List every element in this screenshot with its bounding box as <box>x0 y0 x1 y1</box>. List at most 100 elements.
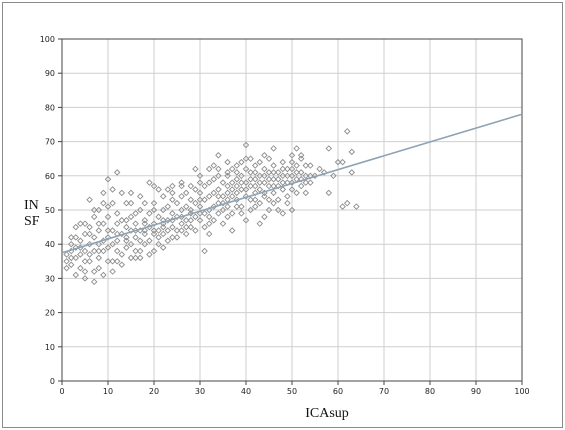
data-point <box>104 203 112 210</box>
data-point <box>113 258 121 265</box>
data-point <box>325 145 333 152</box>
data-point <box>196 189 204 197</box>
data-point <box>288 179 296 186</box>
data-point <box>178 227 185 234</box>
data-point <box>228 193 236 200</box>
data-point <box>256 220 264 227</box>
data-point <box>320 169 328 176</box>
data-point <box>192 213 199 221</box>
data-point <box>228 186 236 193</box>
data-point <box>215 193 222 200</box>
data-point <box>196 172 204 180</box>
data-point <box>192 227 199 234</box>
scatter-chart: 0 10 20 30 40 50 60 70 80 90 100 0 10 20 30 40 50 60 70 80 9… <box>24 35 530 421</box>
data-point <box>155 213 162 221</box>
data-point <box>302 179 310 186</box>
data-point <box>233 169 241 176</box>
data-point <box>265 175 273 183</box>
data-point <box>81 258 89 265</box>
data-point <box>169 234 176 241</box>
data-point <box>261 165 268 173</box>
data-point <box>81 268 89 275</box>
data-point <box>63 264 70 272</box>
data-point <box>77 237 84 245</box>
data-point <box>100 247 107 255</box>
data-point <box>164 217 172 224</box>
x-tick-label: 70 <box>379 387 389 396</box>
data-point <box>251 196 259 203</box>
data-point <box>274 169 282 176</box>
data-point <box>307 162 314 169</box>
data-point <box>123 237 130 245</box>
data-point <box>90 247 98 255</box>
data-point <box>297 175 305 183</box>
data-point <box>86 230 93 238</box>
data-point <box>182 230 190 238</box>
data-point <box>228 210 236 217</box>
data-point <box>251 182 259 190</box>
data-point <box>288 172 296 180</box>
data-point <box>265 182 273 190</box>
data-point <box>343 128 351 135</box>
data-point <box>109 240 116 248</box>
data-point <box>155 234 162 241</box>
data-point <box>187 196 195 203</box>
data-point <box>348 148 356 156</box>
data-point <box>104 234 112 241</box>
data-point <box>178 220 185 227</box>
data-point <box>196 203 204 210</box>
data-point <box>118 230 126 238</box>
data-point <box>72 223 80 231</box>
y-tick-label: 30 <box>45 274 55 283</box>
data-point <box>274 182 282 190</box>
data-point <box>196 179 204 186</box>
data-point <box>205 165 213 173</box>
data-point <box>63 251 70 258</box>
data-point <box>228 179 236 186</box>
data-point <box>228 227 236 234</box>
data-point <box>192 199 199 207</box>
data-point <box>210 175 218 183</box>
data-point <box>293 189 300 197</box>
data-point <box>118 189 126 197</box>
data-point <box>150 220 158 227</box>
data-point <box>100 271 107 279</box>
data-point <box>339 158 346 166</box>
data-point <box>132 220 139 227</box>
data-point <box>150 206 158 214</box>
data-point <box>233 182 241 190</box>
data-point <box>288 152 296 159</box>
data-point <box>224 213 231 221</box>
data-point <box>104 258 112 265</box>
data-point <box>178 206 185 214</box>
data-point <box>95 220 103 227</box>
data-point <box>72 254 80 262</box>
data-point <box>77 220 84 227</box>
data-point <box>136 237 144 245</box>
data-point <box>90 213 98 221</box>
data-point <box>159 206 167 214</box>
data-point <box>274 206 282 214</box>
data-point <box>228 165 236 173</box>
data-point <box>146 237 153 245</box>
regression-line <box>61 113 523 254</box>
data-point <box>67 254 75 262</box>
data-point <box>86 196 93 203</box>
data-point <box>224 158 231 166</box>
data-point <box>141 199 149 207</box>
data-point <box>132 210 139 217</box>
data-point <box>95 254 103 262</box>
data-point <box>164 237 172 245</box>
data-point <box>182 189 190 197</box>
data-point <box>261 172 268 180</box>
data-point <box>261 193 268 200</box>
data-point <box>81 275 89 282</box>
y-tick-label: 60 <box>45 172 55 181</box>
data-point <box>150 199 158 207</box>
data-point <box>297 152 305 159</box>
data-point <box>159 230 167 238</box>
data-point <box>270 175 277 183</box>
data-point <box>270 199 277 207</box>
data-point <box>77 264 84 272</box>
data-point <box>238 179 245 186</box>
